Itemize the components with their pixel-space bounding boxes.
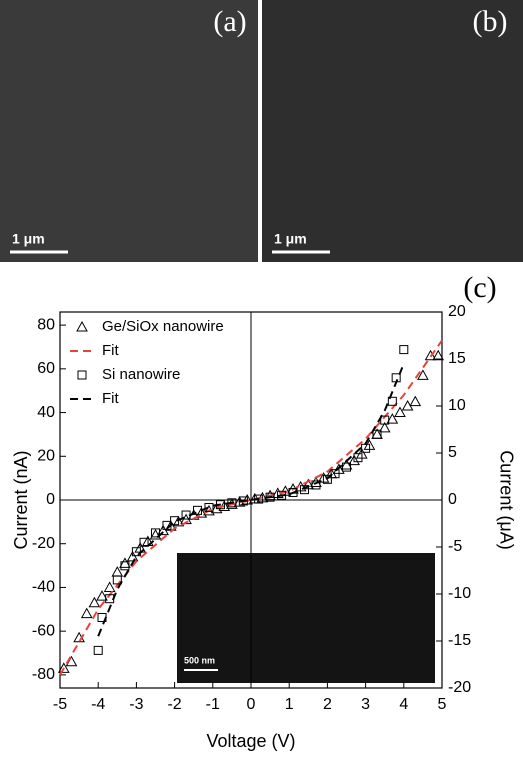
y2-tick-label: -15 [448, 632, 471, 649]
legend-label: Si nanowire [102, 366, 180, 383]
x-tick-label: -2 [167, 696, 181, 713]
triangle-marker [424, 349, 437, 361]
x-tick-label: -4 [91, 696, 105, 713]
square-marker [387, 396, 397, 406]
square-marker [353, 453, 363, 463]
triangle-marker [394, 406, 406, 418]
panel-label: (a) [213, 5, 246, 38]
panel-label: (b) [473, 5, 508, 38]
triangle-marker [57, 662, 70, 673]
legend-label: Fit [102, 390, 119, 407]
sem-image-b [262, 0, 523, 262]
y2-tick-label: -10 [448, 585, 471, 602]
x-tick-label: -5 [53, 696, 67, 713]
panel-label: (c) [463, 271, 496, 304]
y-tick-label: -20 [32, 535, 55, 552]
scale-text: 1 μm [12, 231, 45, 247]
triangle-marker [378, 421, 391, 433]
square-marker [399, 345, 409, 355]
x-tick-label: 4 [399, 696, 408, 713]
triangle-marker [103, 581, 116, 592]
y2-tick-label: -20 [448, 679, 471, 696]
fit-line [59, 339, 443, 676]
x-tick-label: 3 [361, 696, 370, 713]
y-tick-label: -60 [32, 622, 55, 639]
y2-axis-label: Current (μA) [496, 450, 516, 549]
triangle-marker [432, 349, 445, 361]
y2-tick-label: 10 [448, 397, 466, 414]
y2-tick-label: 5 [448, 444, 457, 461]
square-marker [112, 575, 122, 585]
square-marker [204, 503, 214, 513]
fit-line [97, 363, 405, 637]
square-marker [288, 487, 298, 497]
y2-tick-label: 0 [448, 491, 457, 508]
triangle-marker [80, 607, 93, 619]
triangle-marker [88, 596, 101, 608]
square-marker [93, 645, 103, 655]
sem-image-a [0, 0, 258, 262]
square-marker [372, 429, 382, 439]
square-marker [330, 469, 340, 479]
y-axis-label: Current (nA) [11, 450, 31, 549]
scale-text: 500 nm [184, 655, 215, 665]
scale-text: 1 μm [274, 231, 307, 247]
y2-tick-label: 20 [448, 303, 466, 320]
x-tick-label: -1 [206, 696, 220, 713]
x-tick-label: 2 [323, 696, 332, 713]
triangle-marker [172, 515, 185, 527]
square-marker [322, 474, 332, 484]
y-tick-label: 0 [46, 491, 55, 508]
legend-marker [76, 320, 88, 332]
y-tick-label: 20 [37, 447, 55, 464]
square-marker [380, 415, 390, 425]
y-tick-label: 40 [37, 404, 55, 421]
legend-label: Fit [102, 342, 119, 359]
legend-label: Ge/SiOx nanowire [102, 318, 224, 335]
y-tick-label: -40 [32, 579, 55, 596]
x-axis-label: Voltage (V) [206, 731, 295, 751]
x-tick-label: 1 [285, 696, 294, 713]
triangle-marker [195, 507, 208, 518]
y-tick-label: 80 [37, 316, 55, 333]
inset-image [177, 553, 435, 683]
y-tick-label: 60 [37, 360, 55, 377]
square-marker [139, 537, 149, 547]
triangle-marker [409, 395, 422, 407]
square-marker [311, 480, 321, 490]
triangle-marker [417, 369, 429, 380]
legend-marker [77, 370, 87, 380]
square-marker [151, 528, 160, 538]
x-tick-label: 5 [438, 696, 447, 713]
square-marker [120, 561, 130, 571]
triangle-marker [96, 590, 108, 601]
x-tick-label: -3 [129, 696, 143, 713]
triangle-marker [126, 550, 139, 562]
square-marker [342, 462, 351, 472]
x-tick-label: 0 [247, 696, 256, 713]
triangle-marker [348, 454, 360, 466]
y-tick-label: -80 [32, 666, 55, 683]
y2-tick-label: -5 [448, 538, 462, 555]
square-marker [299, 485, 309, 495]
triangle-marker [119, 557, 131, 568]
y2-tick-label: 15 [448, 350, 466, 367]
triangle-marker [386, 413, 399, 424]
